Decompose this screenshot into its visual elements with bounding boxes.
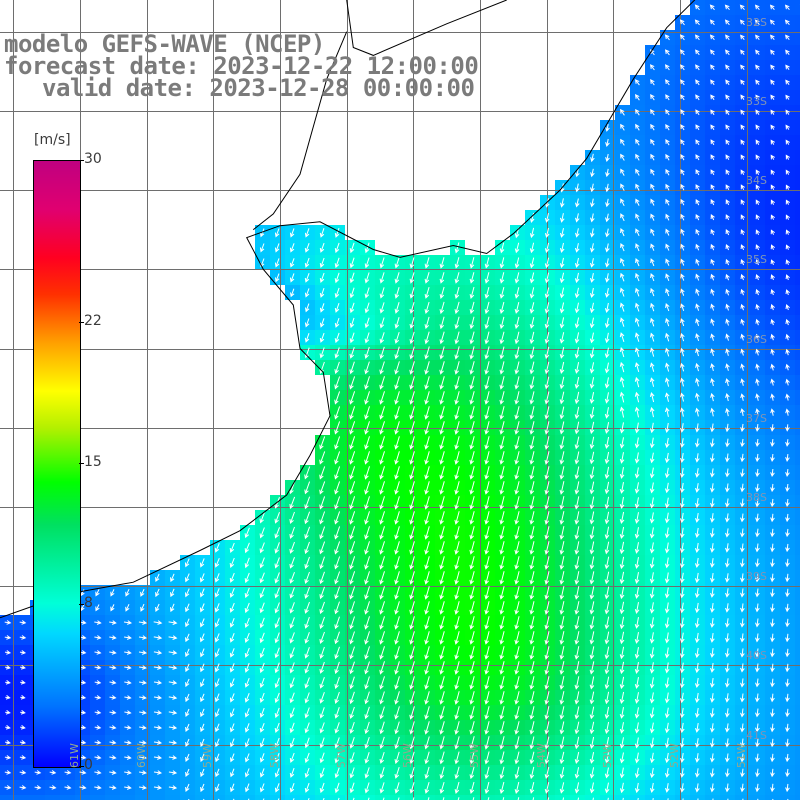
longitude-label: 60W: [135, 743, 148, 768]
longitude-label: 56W: [401, 743, 414, 768]
latitude-label: 39S: [746, 570, 767, 583]
colorbar-tick-label: 22: [84, 313, 102, 329]
colorbar: [33, 160, 81, 768]
colorbar-tick-label: 0: [84, 757, 93, 773]
colorbar-tick-line: [79, 160, 84, 161]
latitude-label: 33S: [746, 95, 767, 108]
colorbar-tick-label: 8: [84, 595, 93, 611]
longitude-label: 58W: [268, 743, 281, 768]
colorbar-tick-line: [79, 463, 84, 464]
longitude-label: 54W: [535, 743, 548, 768]
longitude-label: 57W: [335, 743, 348, 768]
latitude-label: 40S: [746, 649, 767, 662]
latitude-label: 34S: [746, 174, 767, 187]
model-title: modelo GEFS-WAVE (NCEP): [4, 30, 325, 58]
longitude-label: 51W: [735, 743, 748, 768]
longitude-label: 53W: [601, 743, 614, 768]
brazil-border: [346, 0, 507, 56]
valid-date: valid date: 2023-12-28 00:00:00: [42, 74, 475, 102]
longitude-label: 61W: [68, 743, 81, 768]
colorbar-tick-line: [79, 322, 84, 323]
coastline: [0, 0, 696, 619]
latitude-label: 32S: [746, 16, 767, 29]
latitude-label: 36S: [746, 333, 767, 346]
wind-vectors: [4, 4, 800, 800]
longitude-label: 59W: [201, 743, 214, 768]
colorbar-tick-label: 15: [84, 454, 102, 470]
longitude-label: 55W: [468, 743, 481, 768]
colorbar-tick-label: 30: [84, 151, 102, 167]
latitude-label: 41S: [746, 729, 767, 742]
uruguay-river-border: [252, 31, 348, 231]
colorbar-tick-line: [79, 766, 84, 767]
latitude-label: 37S: [746, 412, 767, 425]
colorbar-unit: [m/s]: [34, 132, 71, 148]
forecast-date: forecast date: 2023-12-22 12:00:00: [4, 52, 479, 80]
latitude-label: 35S: [746, 253, 767, 266]
latitude-label: 38S: [746, 491, 767, 504]
colorbar-tick-line: [79, 604, 84, 605]
longitude-label: 52W: [668, 743, 681, 768]
